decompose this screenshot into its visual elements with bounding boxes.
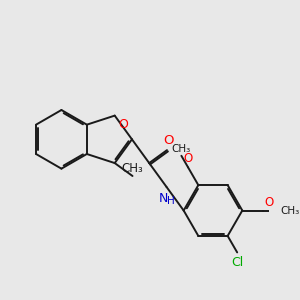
Text: O: O xyxy=(264,196,273,209)
Text: CH₃: CH₃ xyxy=(172,144,191,154)
Text: O: O xyxy=(119,118,129,131)
Text: CH₃: CH₃ xyxy=(280,206,299,215)
Text: O: O xyxy=(163,134,174,148)
Text: CH₃: CH₃ xyxy=(122,162,143,175)
Text: Cl: Cl xyxy=(231,256,243,268)
Text: N: N xyxy=(159,192,168,205)
Text: H: H xyxy=(167,196,175,206)
Text: O: O xyxy=(183,152,193,165)
